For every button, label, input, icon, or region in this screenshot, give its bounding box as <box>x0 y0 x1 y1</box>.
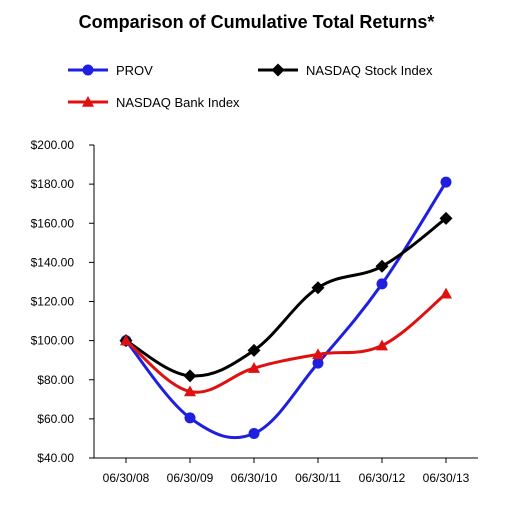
data-point <box>312 357 324 369</box>
x-tick-label: 06/30/08 <box>103 471 150 485</box>
x-tick-label: 06/30/11 <box>295 471 341 485</box>
series-0 <box>120 176 452 440</box>
series-line <box>125 292 447 394</box>
data-point <box>376 339 388 351</box>
data-point <box>440 176 452 188</box>
data-point <box>439 211 453 225</box>
data-point <box>248 428 260 440</box>
axes: $40.00 $60.00 $80.00 $100.00 $120.00 $140.00 $… <box>31 138 478 485</box>
data-point <box>376 278 388 290</box>
y-tick-label: $60.00 <box>37 412 74 426</box>
legend: PROV NASDAQ Stock Index NASDAQ Bank Index <box>68 63 433 110</box>
y-tick-label: $200.00 <box>31 138 75 152</box>
y-tick-label: $180.00 <box>31 177 75 191</box>
x-tick-label: 06/30/12 <box>359 471 406 485</box>
data-point <box>312 348 324 360</box>
x-tick-label: 06/30/10 <box>231 471 278 485</box>
y-tick-label: $40.00 <box>37 451 74 465</box>
data-point <box>183 369 197 383</box>
y-tick-label: $80.00 <box>37 373 74 387</box>
legend-marker <box>82 96 94 107</box>
series-2 <box>120 287 452 397</box>
data-point <box>184 412 196 424</box>
data-point <box>184 385 196 397</box>
series-1 <box>119 211 453 383</box>
series-line <box>124 181 448 440</box>
chart-title: Comparison of Cumulative Total Returns* <box>78 12 435 32</box>
data-point <box>440 287 452 299</box>
legend-item: NASDAQ Stock Index <box>258 63 433 78</box>
legend-marker <box>82 64 94 76</box>
y-tick-label: $120.00 <box>31 295 75 309</box>
data-point <box>248 362 260 373</box>
y-tick-label: $160.00 <box>31 216 75 230</box>
legend-label: NASDAQ Bank Index <box>116 95 240 110</box>
data-point <box>375 259 389 273</box>
x-tick-label: 06/30/13 <box>423 471 470 485</box>
data-point <box>311 281 325 295</box>
legend-label: PROV <box>116 63 153 78</box>
legend-marker <box>271 63 285 77</box>
series-line <box>125 217 447 378</box>
data-point <box>120 334 132 346</box>
legend-item: PROV <box>68 63 153 78</box>
y-tick-label: $100.00 <box>31 334 75 348</box>
x-tick-label: 06/30/09 <box>167 471 214 485</box>
data-point <box>247 343 261 357</box>
y-tick-label: $140.00 <box>31 255 75 269</box>
series-layer <box>119 176 453 440</box>
legend-label: NASDAQ Stock Index <box>306 63 433 78</box>
legend-item: NASDAQ Bank Index <box>68 95 240 110</box>
